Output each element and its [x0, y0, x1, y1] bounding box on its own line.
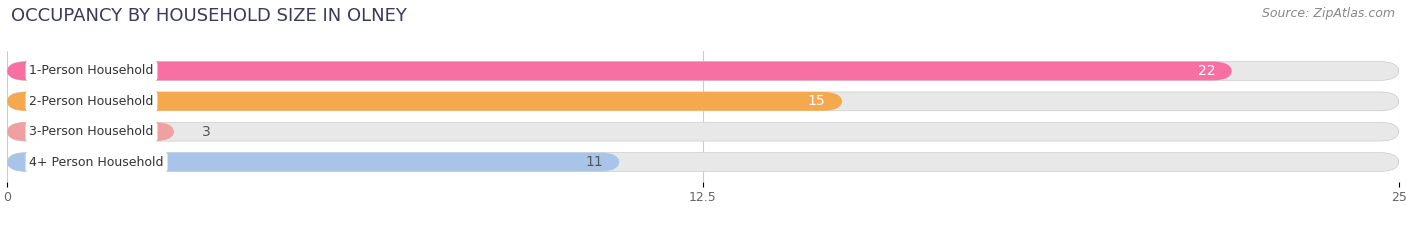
Text: 4+ Person Household: 4+ Person Household [30, 155, 165, 168]
FancyBboxPatch shape [7, 153, 1399, 171]
FancyBboxPatch shape [7, 92, 1399, 111]
FancyBboxPatch shape [7, 122, 1399, 141]
Text: Source: ZipAtlas.com: Source: ZipAtlas.com [1261, 7, 1395, 20]
Text: 1-Person Household: 1-Person Household [30, 65, 153, 78]
FancyBboxPatch shape [7, 153, 620, 171]
Text: 11: 11 [585, 155, 603, 169]
FancyBboxPatch shape [7, 122, 174, 141]
Text: 15: 15 [808, 94, 825, 108]
Text: OCCUPANCY BY HOUSEHOLD SIZE IN OLNEY: OCCUPANCY BY HOUSEHOLD SIZE IN OLNEY [11, 7, 408, 25]
Text: 3-Person Household: 3-Person Household [30, 125, 153, 138]
FancyBboxPatch shape [7, 92, 842, 111]
FancyBboxPatch shape [7, 62, 1232, 80]
Text: 2-Person Household: 2-Person Household [30, 95, 153, 108]
Text: 22: 22 [1198, 64, 1215, 78]
FancyBboxPatch shape [7, 62, 1399, 80]
Text: 3: 3 [202, 125, 211, 139]
